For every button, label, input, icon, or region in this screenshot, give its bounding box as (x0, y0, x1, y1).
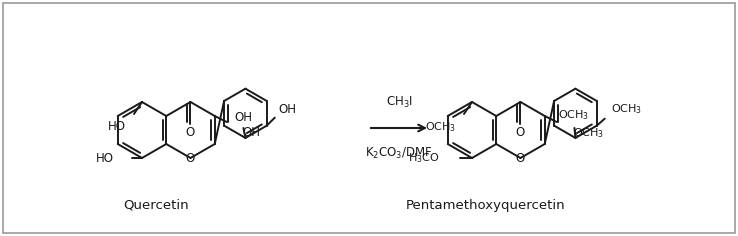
Text: O: O (186, 126, 195, 139)
Text: $\mathregular{K_2CO_3/DMF}$: $\mathregular{K_2CO_3/DMF}$ (365, 146, 433, 161)
Text: $\mathregular{OCH_3}$: $\mathregular{OCH_3}$ (611, 102, 642, 116)
Text: $\mathregular{OCH_3}$: $\mathregular{OCH_3}$ (425, 120, 456, 134)
Text: O: O (186, 152, 195, 164)
Text: $\mathregular{OCH_3}$: $\mathregular{OCH_3}$ (573, 126, 604, 140)
Text: HO: HO (108, 120, 126, 133)
Text: Pentamethoxyquercetin: Pentamethoxyquercetin (406, 198, 566, 211)
Text: OH: OH (243, 126, 261, 139)
Text: $\mathregular{OCH_3}$: $\mathregular{OCH_3}$ (558, 108, 589, 122)
Text: OH: OH (279, 103, 297, 116)
Text: Quercetin: Quercetin (123, 198, 189, 211)
Text: OH: OH (235, 111, 252, 124)
Text: O: O (516, 126, 525, 139)
Text: O: O (516, 152, 525, 164)
Text: $\mathregular{CH_3I}$: $\mathregular{CH_3I}$ (385, 95, 413, 110)
Text: $\mathregular{H_3CO}$: $\mathregular{H_3CO}$ (408, 151, 440, 165)
Text: HO: HO (96, 152, 114, 164)
